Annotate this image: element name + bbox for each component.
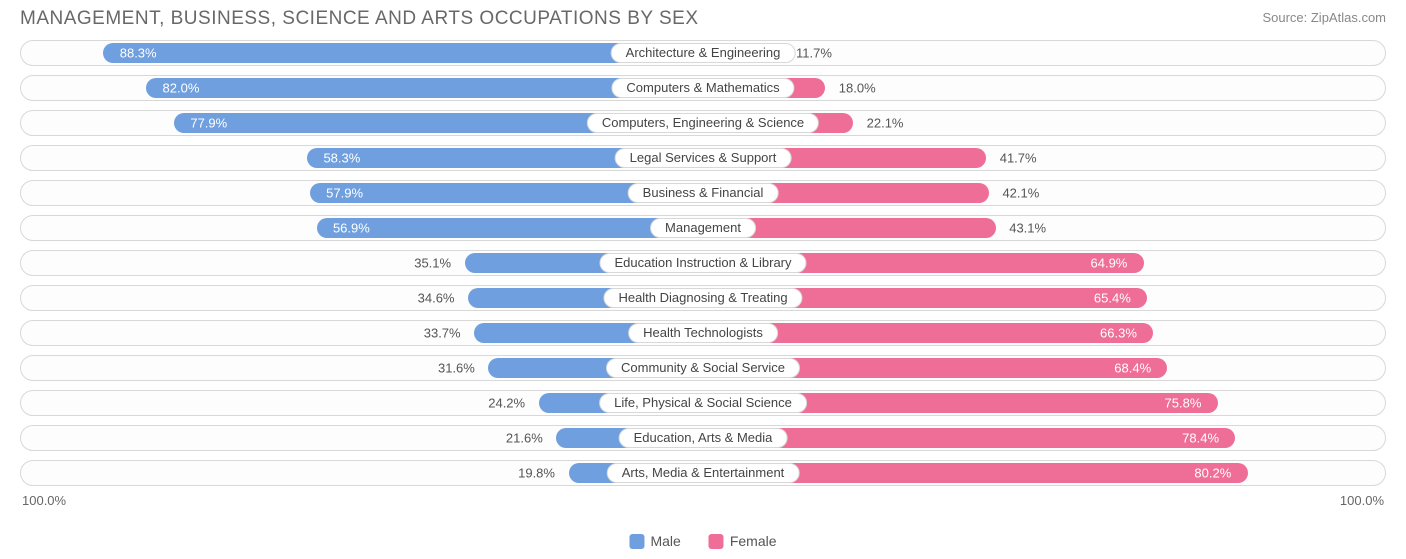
female-pct-label: 68.4% [1114,361,1151,376]
category-label: Architecture & Engineering [611,43,796,63]
chart-row: 24.2% 75.8% Life, Physical & Social Scienc… [20,390,1386,416]
category-label: Health Diagnosing & Treating [603,288,802,308]
chart-row: 82.0% 18.0% Computers & Mathematics [20,75,1386,101]
category-label: Computers, Engineering & Science [587,113,819,133]
category-label: Computers & Mathematics [611,78,794,98]
category-label: Arts, Media & Entertainment [607,463,800,483]
female-pct-label: 64.9% [1091,256,1128,271]
male-pct-label: 88.3% [120,46,157,61]
male-pct-label: 56.9% [333,221,370,236]
chart-title: MANAGEMENT, BUSINESS, SCIENCE AND ARTS O… [20,8,699,30]
male-swatch-icon [629,534,644,549]
female-pct-label: 18.0% [839,81,876,96]
category-label: Education Instruction & Library [599,253,806,273]
legend-item-male: Male [629,533,680,549]
chart-row: 33.7% 66.3% Health Technologists [20,320,1386,346]
legend-female-label: Female [730,533,777,549]
chart-header: MANAGEMENT, BUSINESS, SCIENCE AND ARTS O… [0,0,1406,34]
legend-item-female: Female [709,533,777,549]
male-pct-label: 33.7% [424,326,461,341]
axis-left-label: 100.0% [22,493,66,508]
chart-area: 88.3% 11.7%Architecture & Engineering 82.0… [0,34,1406,486]
legend-male-label: Male [650,533,680,549]
female-pct-label: 65.4% [1094,291,1131,306]
female-pct-label: 42.1% [1002,186,1039,201]
male-pct-label: 77.9% [190,116,227,131]
chart-row: 88.3% 11.7%Architecture & Engineering [20,40,1386,66]
male-pct-label: 57.9% [326,186,363,201]
legend: Male Female [629,533,776,549]
female-pct-label: 78.4% [1182,431,1219,446]
female-pct-label: 43.1% [1009,221,1046,236]
male-pct-label: 24.2% [488,396,525,411]
female-pct-label: 41.7% [1000,151,1037,166]
chart-row: 34.6% 65.4% Health Diagnosing & Treating [20,285,1386,311]
chart-row: 31.6% 68.4% Community & Social Service [20,355,1386,381]
category-label: Business & Financial [628,183,779,203]
male-pct-label: 34.6% [418,291,455,306]
male-pct-label: 19.8% [518,466,555,481]
male-pct-label: 82.0% [163,81,200,96]
female-pct-label: 11.7% [796,46,832,61]
male-pct-label: 35.1% [414,256,451,271]
chart-row: 77.9% 22.1% Computers, Engineering & Scien… [20,110,1386,136]
category-label: Life, Physical & Social Science [599,393,807,413]
chart-row: 19.8% 80.2% Arts, Media & Entertainment [20,460,1386,486]
axis-right-label: 100.0% [1340,493,1384,508]
female-pct-label: 22.1% [867,116,904,131]
female-pct-label: 66.3% [1100,326,1137,341]
chart-row: 35.1% 64.9% Education Instruction & Librar… [20,250,1386,276]
category-label: Education, Arts & Media [619,428,788,448]
category-label: Management [650,218,756,238]
x-axis: 100.0% 100.0% [0,493,1406,508]
category-label: Legal Services & Support [615,148,792,168]
female-pct-label: 75.8% [1165,396,1202,411]
female-pct-label: 80.2% [1194,466,1231,481]
male-pct-label: 31.6% [438,361,475,376]
chart-source: Source: ZipAtlas.com [1262,8,1386,25]
category-label: Health Technologists [628,323,778,343]
chart-row: 56.9% 43.1% Management [20,215,1386,241]
female-swatch-icon [709,534,724,549]
chart-row: 58.3% 41.7% Legal Services & Support [20,145,1386,171]
chart-row: 21.6% 78.4% Education, Arts & Media [20,425,1386,451]
male-bar [317,218,703,238]
category-label: Community & Social Service [606,358,800,378]
male-pct-label: 21.6% [506,431,543,446]
chart-row: 57.9% 42.1% Business & Financial [20,180,1386,206]
male-pct-label: 58.3% [323,151,360,166]
